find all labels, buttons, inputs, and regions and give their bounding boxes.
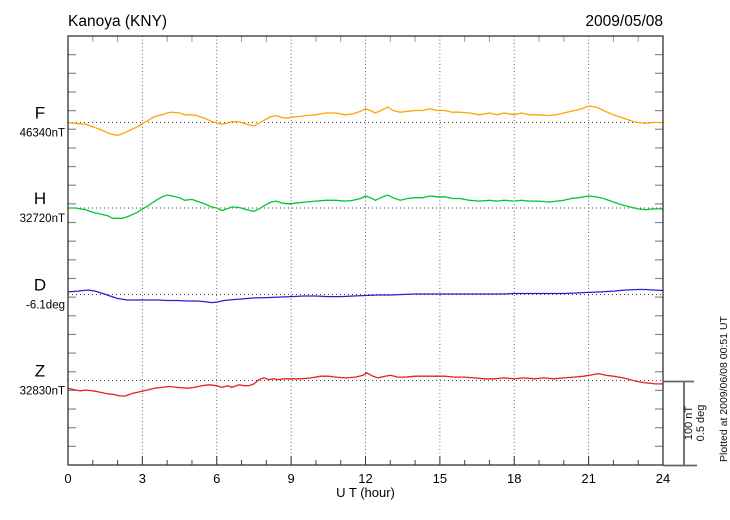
x-tick-label-3: 3 xyxy=(139,471,146,486)
x-tick-label-9: 9 xyxy=(288,471,295,486)
grid-layer xyxy=(141,36,590,465)
plot-frame xyxy=(67,35,664,466)
series-Z-label: Z xyxy=(35,362,45,381)
series-F-label: F xyxy=(35,104,45,123)
series-H-trace xyxy=(67,194,664,219)
x-tick-label-18: 18 xyxy=(507,471,521,486)
scale-bar xyxy=(663,380,697,467)
series-D-baseline-value: -6.1deg xyxy=(26,300,65,312)
x-tick-label-12: 12 xyxy=(358,471,372,486)
x-tick-label-6: 6 xyxy=(213,471,220,486)
scale-label-deg: 0.5 deg xyxy=(695,405,707,442)
x-axis-label: U T (hour) xyxy=(336,485,395,500)
series-H-baseline-value: 32720nT xyxy=(20,213,65,225)
tick-layer xyxy=(68,36,663,465)
observation-date: 2009/05/08 xyxy=(585,13,663,30)
series-H-label: H xyxy=(34,189,46,208)
series-Z-baseline-value: 32830nT xyxy=(20,386,65,398)
series-F-trace xyxy=(67,105,664,137)
series-F-baseline-value: 46340nT xyxy=(20,128,65,140)
plotted-at-footnote: Plotted at 2009/06/08 00:51 UT xyxy=(718,315,730,462)
x-tick-label-24: 24 xyxy=(656,471,670,486)
label-layer: 0 3 6 9 12 15 18 21 24 F 46340nT H 32720nT D -6.1deg Z 3… xyxy=(20,104,671,487)
x-tick-label-0: 0 xyxy=(64,471,71,486)
station-title: Kanoya (KNY) xyxy=(68,13,167,30)
scale-label-nt: 100 nT xyxy=(683,406,695,441)
series-layer xyxy=(67,105,664,397)
x-tick-label-15: 15 xyxy=(433,471,447,486)
series-Z-trace xyxy=(67,372,664,397)
x-tick-label-21: 21 xyxy=(581,471,595,486)
series-D-label: D xyxy=(34,276,46,295)
series-D-trace xyxy=(67,288,664,304)
